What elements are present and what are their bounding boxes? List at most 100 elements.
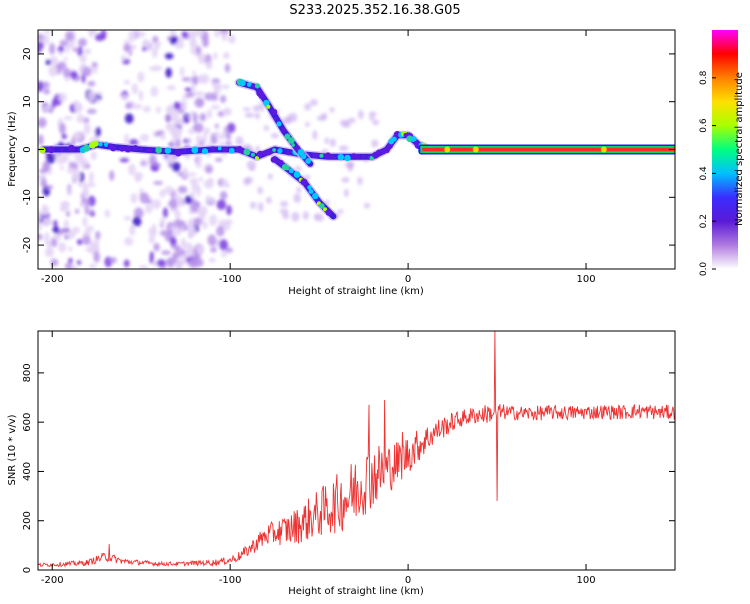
noise-blob [93, 251, 101, 263]
trace-dot [59, 147, 64, 152]
snr-frame [37, 330, 676, 571]
noise-blob [59, 202, 70, 207]
noise-blob [182, 166, 188, 178]
noise-blob [257, 186, 263, 195]
noise-blob [206, 108, 213, 120]
colorbar-tick-label: 0.2 [699, 214, 709, 228]
noise-blob [221, 178, 229, 187]
noise-blob [195, 30, 205, 37]
noise-blob [194, 97, 205, 108]
noise-blob [208, 257, 216, 263]
noise-blob [183, 242, 194, 249]
colorbar-gradient [712, 30, 738, 269]
noise-blob [57, 45, 65, 54]
noise-blob [166, 85, 177, 91]
trace-dot [254, 83, 260, 89]
noise-blob [321, 112, 328, 120]
noise-blob [222, 130, 227, 137]
snr-xtick-label: 0 [405, 575, 411, 586]
noise-blob [152, 35, 159, 44]
noise-blob [123, 43, 131, 53]
noise-blob [63, 115, 73, 121]
trace-dot [324, 152, 332, 160]
snr-ytick-label: 800 [22, 363, 33, 382]
noise-blob [341, 122, 351, 128]
noise-blob [139, 133, 150, 142]
noise-blob [72, 131, 83, 140]
noise-blob [84, 163, 91, 169]
noise-blob [201, 221, 208, 230]
noise-blob [176, 139, 181, 149]
noise-blob [52, 226, 60, 234]
noise-blob [296, 186, 302, 193]
noise-blob [63, 219, 70, 229]
noise-blob [90, 150, 97, 161]
noise-blob [165, 258, 173, 266]
noise-blob [235, 136, 244, 146]
noise-blob [171, 161, 181, 172]
noise-blob [174, 41, 185, 49]
noise-blob [294, 166, 302, 172]
snr-xtick-label: -200 [41, 575, 64, 586]
noise-blob [204, 92, 215, 101]
noise-blob [148, 66, 157, 71]
noise-blob [315, 213, 325, 222]
noise-blob [76, 114, 85, 124]
snr-line [38, 331, 675, 568]
noise-blob [63, 57, 68, 62]
noise-blob [159, 133, 166, 140]
colorbar-label: Normalized spectral amplitude [734, 72, 745, 226]
carrier-highlight [444, 146, 451, 153]
noise-blob [128, 163, 136, 176]
noise-blob [38, 233, 43, 241]
snr-ytick-label: 0 [22, 567, 33, 573]
colorbar-tick-label: 0.8 [699, 70, 709, 85]
noise-blob [131, 83, 139, 95]
noise-blob [164, 186, 174, 195]
trace-dot [139, 146, 143, 151]
noise-blob [67, 185, 72, 196]
noise-blob [64, 262, 73, 269]
noise-blob [189, 41, 198, 47]
trace-dot [391, 136, 397, 142]
noise-blob [304, 121, 310, 127]
trace-dot [277, 148, 283, 154]
noise-blob [249, 166, 255, 172]
noise-blob [193, 122, 204, 133]
noise-blob [131, 44, 137, 50]
noise-blob [86, 182, 96, 188]
snr-background [38, 331, 675, 570]
noise-blob [72, 47, 81, 52]
noise-blob [46, 152, 56, 164]
snr-ylabel: SNR (10 * v/v) [7, 414, 18, 485]
noise-blob [193, 217, 203, 227]
noise-blob [138, 265, 149, 269]
noise-blob [164, 52, 174, 60]
noise-blob [133, 207, 144, 219]
trace-dot [286, 150, 291, 156]
noise-blob [270, 133, 280, 139]
noise-blob [177, 185, 188, 194]
noise-blob [152, 41, 162, 46]
noise-blob [53, 234, 62, 241]
trace-dot [228, 147, 235, 154]
trace-dot [39, 147, 46, 154]
noise-blob [220, 250, 227, 258]
noise-blob [343, 188, 349, 198]
noise-blob [87, 80, 96, 87]
noise-blob [121, 94, 129, 100]
noise-blob [169, 35, 178, 45]
noise-blob [197, 245, 202, 251]
noise-blob [123, 138, 129, 144]
trace-dot [263, 99, 270, 107]
colorbar: 0.0 0.2 0.4 0.6 0.8 Normalized spectral ampl… [699, 30, 745, 276]
noise-blob [197, 152, 202, 165]
noise-blob [84, 204, 89, 215]
noise-blob [205, 195, 211, 203]
trace-dot [305, 158, 312, 164]
trace-dot [222, 147, 228, 153]
noise-blob [124, 237, 134, 246]
trace-dot [250, 84, 256, 89]
trace-dot [164, 147, 172, 154]
noise-blob [337, 209, 344, 214]
